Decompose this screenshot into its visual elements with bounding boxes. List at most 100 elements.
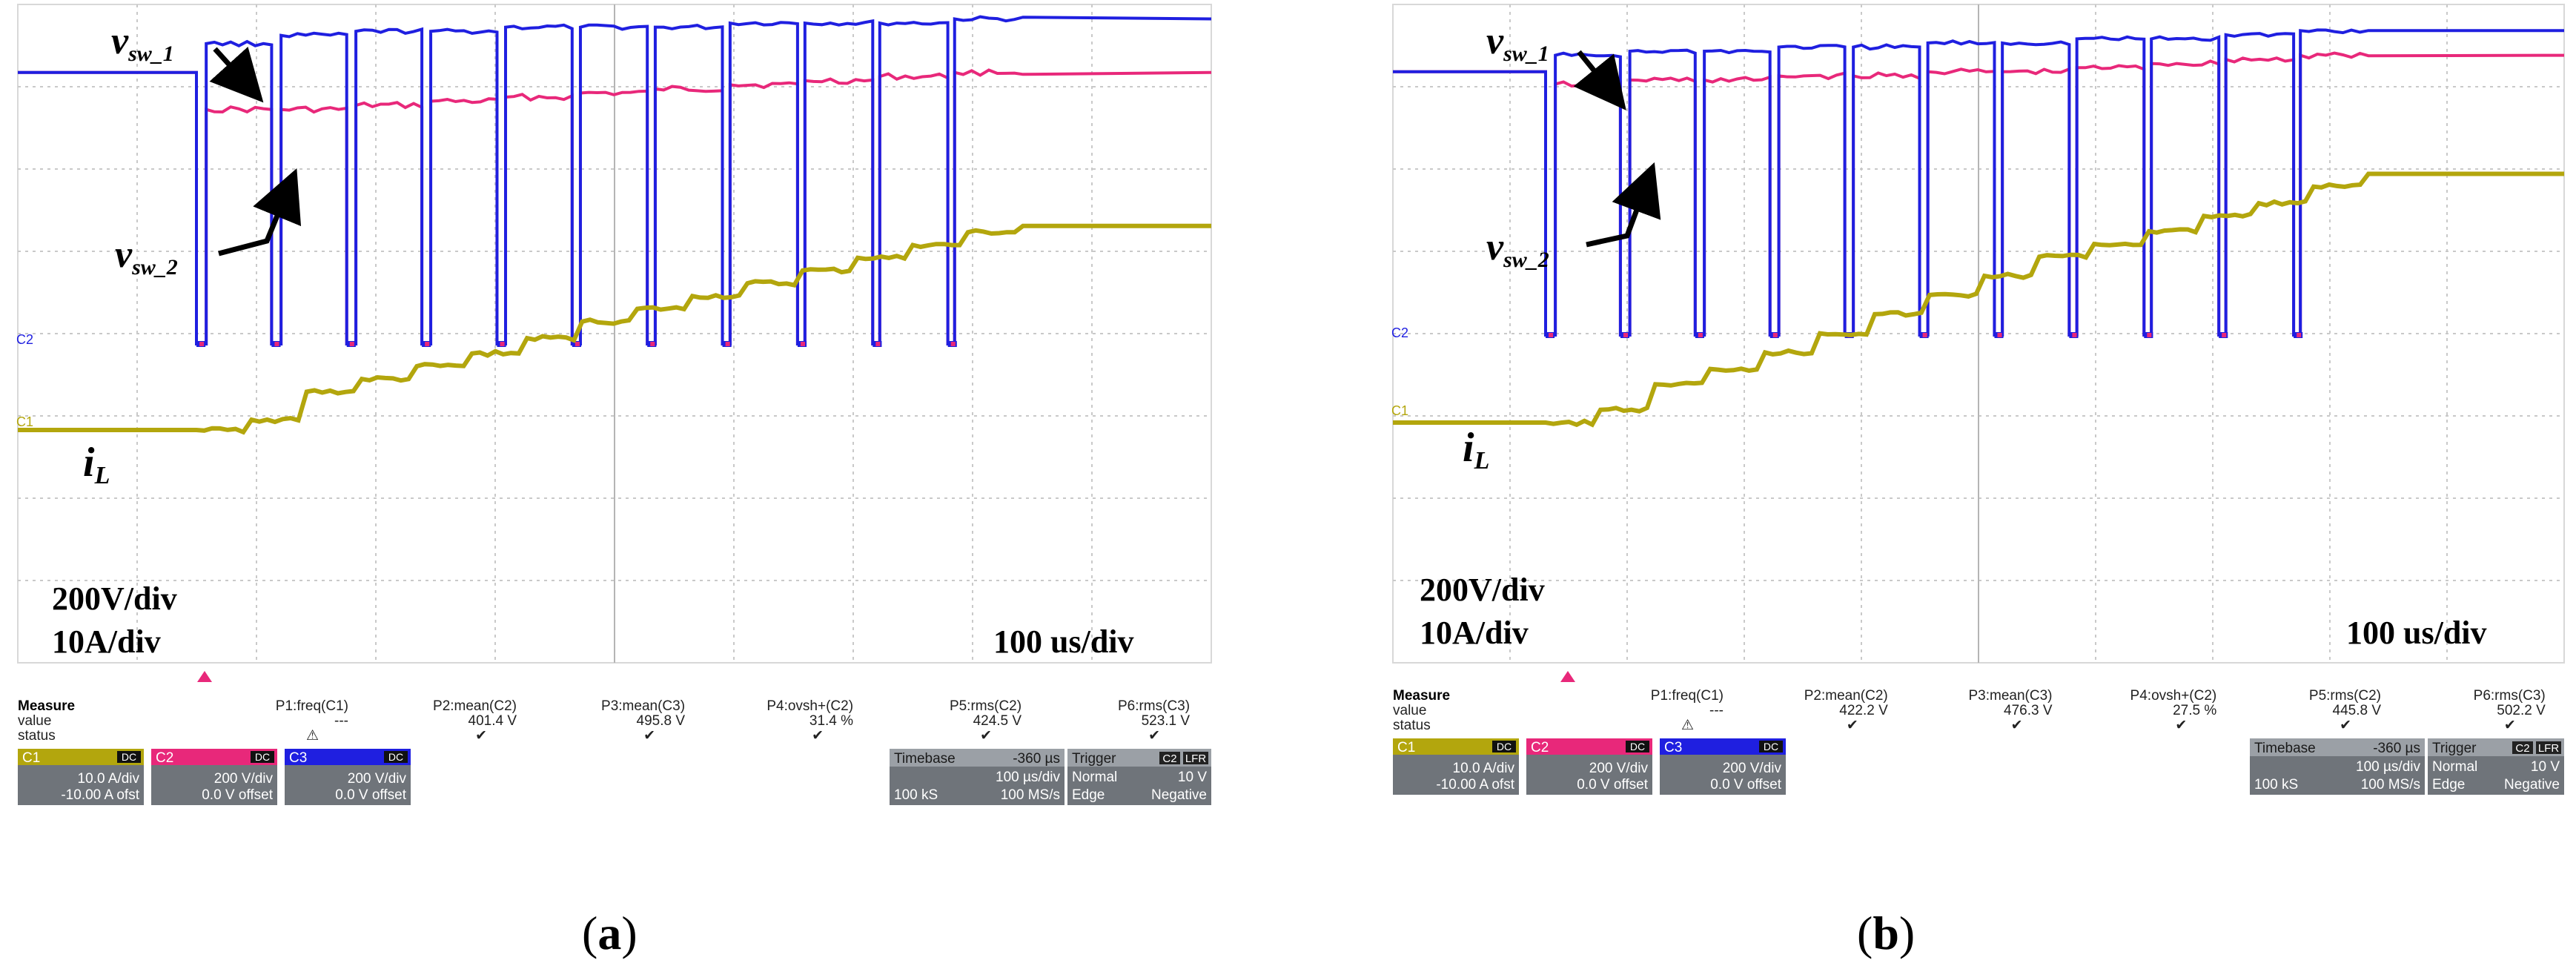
channel-offset: 0.0 V offset — [1577, 777, 1648, 793]
timebase-per-div: 100 µs/div — [996, 770, 1060, 785]
panel-a-svg: C2 C1 vsw_1 vsw_2 iL 200V/div 10A/div 10… — [16, 4, 1212, 959]
measure-param-value: 502.2 V — [2497, 703, 2546, 718]
scale-current-text: 10A/div — [1420, 615, 1529, 651]
vsw2-label: vsw_2 — [115, 234, 178, 279]
il-label: iL — [83, 440, 110, 489]
vsw2-low-mark — [1997, 333, 2002, 337]
vsw2-low-mark — [1698, 333, 1703, 337]
vsw1-label: vsw_1 — [111, 20, 174, 66]
channel-box-header — [151, 749, 277, 765]
channel-coupling-badge — [1759, 741, 1783, 752]
measure-param-name: P6:rms(C3) — [1118, 698, 1190, 714]
channel-coupling: DC — [388, 751, 403, 763]
channel-coupling: DC — [122, 751, 136, 763]
trigger-position-marker — [197, 671, 212, 682]
trigger-source-badge — [1159, 752, 1180, 764]
timebase-label: Timebase — [2254, 741, 2316, 756]
vsw2-low-mark — [950, 342, 956, 346]
channel-tag: C3 — [1664, 740, 1682, 755]
channel-scale: 200 V/div — [1589, 761, 1649, 776]
channel-box-header — [285, 749, 411, 765]
trigger-coupling: LFR — [1185, 752, 1207, 765]
trigger-mode: Normal — [1072, 770, 1117, 785]
caption-b: (b) — [1857, 907, 1915, 959]
measure-param-name: P6:rms(C3) — [2474, 688, 2546, 704]
measure-title: Measure — [18, 698, 75, 714]
channel-box-header — [1526, 738, 1652, 755]
vsw1-label: vsw_1 — [1486, 20, 1549, 66]
timebase-box: Timebase -360 µs 100 µs/div 100 kS 100 M… — [890, 749, 1064, 805]
timebase-delay: -360 µs — [1013, 751, 1060, 767]
trigger-position-marker — [1560, 671, 1575, 682]
oscilloscope-panel-b: C2 C1 vsw_1 vsw_2 iL 200V/div 10A/div 10… — [1375, 0, 2576, 966]
trigger-box: Trigger C2 LFR Normal 10 V Edge Negative — [2428, 738, 2564, 795]
measure-param-name: P5:rms(C2) — [950, 698, 1022, 714]
measure-param-name: P3:mean(C3) — [601, 698, 685, 714]
traces — [1393, 28, 2565, 428]
c1-level-marker: C1 — [1391, 403, 1408, 418]
vsw2-low-mark — [425, 342, 430, 346]
measure-param-status: ⚠ — [1681, 718, 1694, 733]
measure-param-status: ✔ — [2504, 718, 2516, 733]
caption-a: (a) — [582, 907, 638, 959]
channel-offset: -10.00 A ofst — [61, 787, 139, 803]
channel-scale: 200 V/div — [348, 771, 407, 787]
trigger-mode: Normal — [2432, 759, 2477, 775]
c2-level-marker: C2 — [16, 332, 33, 347]
measure-param-value: 424.5 V — [973, 713, 1022, 729]
channel-coupling: DC — [1764, 741, 1778, 752]
channel-coupling: DC — [1497, 741, 1512, 752]
scale-voltage-text: 200V/div — [1420, 572, 1545, 608]
vsw2-low-mark — [1922, 333, 1927, 337]
timebase-box: Timebase -360 µs 100 µs/div 100 kS 100 M… — [2250, 738, 2425, 795]
measure-param-name: P4:ovsh+(C2) — [766, 698, 853, 714]
vsw2-label: vsw_2 — [1486, 226, 1549, 272]
channel-coupling: DC — [1630, 741, 1645, 752]
measure-param-value: 31.4 % — [809, 713, 853, 729]
channel-box-header — [1660, 738, 1786, 755]
vsw2-low-mark — [199, 342, 205, 346]
measure-param-value: --- — [1709, 703, 1724, 718]
oscilloscope-panel-a: C2 C1 vsw_1 vsw_2 iL 200V/div 10A/div 10… — [0, 0, 1260, 966]
channel-coupling-badge — [117, 751, 141, 763]
timebase-per-div: 100 µs/div — [2356, 759, 2420, 775]
vsw2-low-mark — [1623, 333, 1628, 337]
measure-param-status: ✔ — [2340, 718, 2351, 733]
channel-boxes: C1 DC 10.0 A/div-10.00 A ofst C2 DC 200 V/div… — [1393, 738, 1786, 795]
trigger-source: C2 — [1162, 752, 1176, 765]
channel-scale: 10.0 A/div — [1453, 761, 1515, 776]
channel-offset: 0.0 V offset — [1710, 777, 1781, 793]
channel-tag: C2 — [1531, 740, 1549, 755]
measure-param-status: ✔ — [1148, 728, 1160, 744]
trigger-coupling-badge — [1183, 752, 1208, 764]
channel-coupling-badge — [384, 751, 408, 763]
vsw2-low-mark — [725, 342, 730, 346]
trigger-slope: Negative — [1151, 787, 1207, 803]
c2-level-marker: C2 — [1391, 325, 1408, 340]
trigger-coupling: LFR — [2538, 742, 2560, 755]
timebase-rate: 100 MS/s — [1001, 787, 1060, 803]
trigger-label: Trigger — [2432, 741, 2477, 756]
channel-scale: 10.0 A/div — [78, 771, 140, 787]
channel-box-header — [1393, 738, 1519, 755]
trigger-level: 10 V — [2531, 759, 2560, 775]
channel-boxes: C1 DC 10.0 A/div-10.00 A ofst C2 DC 200 V/div… — [18, 749, 411, 805]
scale-voltage-text: 200V/div — [52, 580, 177, 617]
traces — [18, 15, 1212, 435]
measure-param-value: 27.5 % — [2173, 703, 2216, 718]
measure-param-value: 445.8 V — [2333, 703, 2382, 718]
measure-param-name: P3:mean(C3) — [1969, 688, 2053, 704]
vsw2-low-mark — [2297, 333, 2302, 337]
il-label: iL — [1463, 425, 1489, 474]
channel-tag: C1 — [22, 750, 40, 766]
measure-param-status: ✔ — [980, 728, 992, 744]
grid — [1393, 4, 2564, 663]
measure-param-value: 422.2 V — [1839, 703, 1888, 718]
il-trace — [18, 223, 1212, 435]
channel-tag: C1 — [1397, 740, 1415, 755]
timebase-samples: 100 kS — [2254, 777, 2298, 793]
vsw2-arrow — [1586, 162, 1661, 248]
measure-param-status: ✔ — [2175, 718, 2187, 733]
channel-scale: 200 V/div — [1723, 761, 1782, 776]
channel-box-header — [18, 749, 144, 765]
